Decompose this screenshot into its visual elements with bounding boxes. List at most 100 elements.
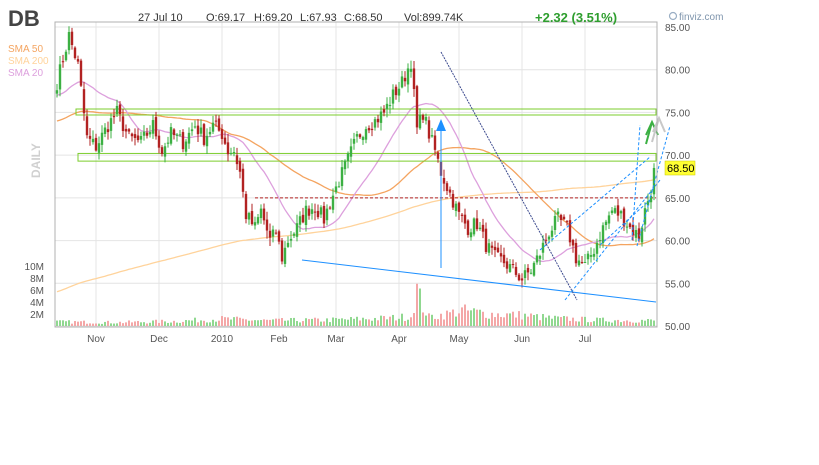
volume-bar [605, 321, 607, 326]
volume-bar [191, 320, 193, 326]
volume-bar [164, 321, 166, 326]
volume-bar [401, 313, 403, 326]
volume-bar [266, 319, 268, 326]
date-axis: Nov Dec 2010 Feb Mar Apr May Jun Jul [87, 334, 591, 345]
candle-body [193, 126, 197, 128]
descending-trendline [440, 51, 578, 301]
candle-body [325, 208, 329, 221]
candle-body [337, 186, 341, 188]
candle-body [502, 254, 506, 264]
candle-body [163, 146, 167, 157]
channel-line-mid [599, 199, 651, 246]
volume-bar [101, 323, 103, 326]
candle-body [463, 214, 467, 224]
volume-bar [134, 321, 136, 326]
candle-body [505, 261, 509, 269]
volume-bar [533, 315, 535, 326]
volume-bar [563, 315, 565, 326]
volume-bar [491, 312, 493, 326]
candle-body [313, 211, 317, 213]
volume-bar [179, 322, 181, 326]
candle-body [229, 152, 233, 154]
volume-bar [173, 320, 175, 326]
volume-bar [74, 321, 76, 326]
volume-bar [638, 322, 640, 326]
volume-bar [617, 319, 619, 326]
candle-body [628, 223, 632, 228]
volume-bar [185, 320, 187, 326]
volume-bar [476, 309, 478, 326]
volume-bar [113, 323, 115, 326]
volume-bar [650, 319, 652, 326]
volume-bar [158, 322, 160, 326]
price-tick-label: 75.00 [665, 108, 690, 119]
candle-body [277, 231, 281, 242]
volume-bar [653, 320, 655, 326]
candle-body [577, 260, 581, 266]
volume-bar [344, 319, 346, 326]
candle-body [475, 218, 479, 230]
volume-bar [539, 320, 541, 326]
candle-body [265, 219, 269, 231]
volume-bar [461, 307, 463, 326]
volume-bar [338, 318, 340, 326]
candle-body [508, 264, 512, 272]
volume-bar [293, 317, 295, 326]
candle-body [394, 86, 398, 96]
date-tick-label: Nov [87, 334, 105, 345]
candle-body [340, 167, 344, 187]
candle-body [343, 160, 347, 170]
candle-body [601, 225, 605, 244]
volume-bar [515, 317, 517, 326]
candle-body [547, 236, 551, 240]
candle-body [307, 208, 311, 216]
volume-bar [239, 317, 241, 326]
volume-bar [95, 323, 97, 326]
candle-body [160, 147, 164, 154]
candle-body [415, 86, 419, 128]
candle-body [64, 51, 68, 61]
volume-tick-label: 2M [30, 310, 44, 321]
date-tick-label: Feb [270, 334, 288, 345]
candle-body [172, 129, 176, 136]
candle-body [154, 117, 158, 137]
candle-body [592, 253, 596, 257]
candle-body [262, 208, 266, 221]
candle-body [562, 216, 566, 220]
volume-bar [329, 322, 331, 326]
candle-body [355, 134, 359, 137]
date-tick-label: Apr [391, 334, 407, 345]
volume-bar [392, 314, 394, 326]
date-tick-label: 2010 [211, 334, 234, 345]
volume-bar [587, 322, 589, 326]
volume-bar [359, 320, 361, 326]
volume-bar [56, 320, 58, 326]
date-tick-label: Jul [579, 334, 592, 345]
up-arrow-head [436, 119, 446, 131]
candle-body [535, 255, 539, 263]
volume-bar [296, 321, 298, 326]
candle-body [460, 214, 464, 216]
candle-body [490, 245, 494, 248]
volume-bar [353, 318, 355, 326]
candle-body [115, 105, 119, 114]
candle-body [403, 77, 407, 82]
candle-body [610, 210, 614, 214]
volume-bar [425, 315, 427, 326]
volume-bar [86, 323, 88, 326]
candle-body [208, 131, 212, 135]
volume-bar [212, 319, 214, 326]
volume-bar [413, 313, 415, 326]
volume-bar [416, 283, 418, 326]
volume-bar [65, 321, 67, 326]
volume-bar [569, 320, 571, 326]
channel-line-upper [539, 156, 651, 251]
candle-body [466, 220, 470, 235]
volume-bar [500, 316, 502, 326]
candle-body [559, 214, 563, 221]
volume-bar [374, 317, 376, 326]
candle-body [349, 146, 353, 157]
volume-bar [581, 316, 583, 326]
candle-body [235, 155, 239, 165]
candle-body [244, 193, 248, 220]
